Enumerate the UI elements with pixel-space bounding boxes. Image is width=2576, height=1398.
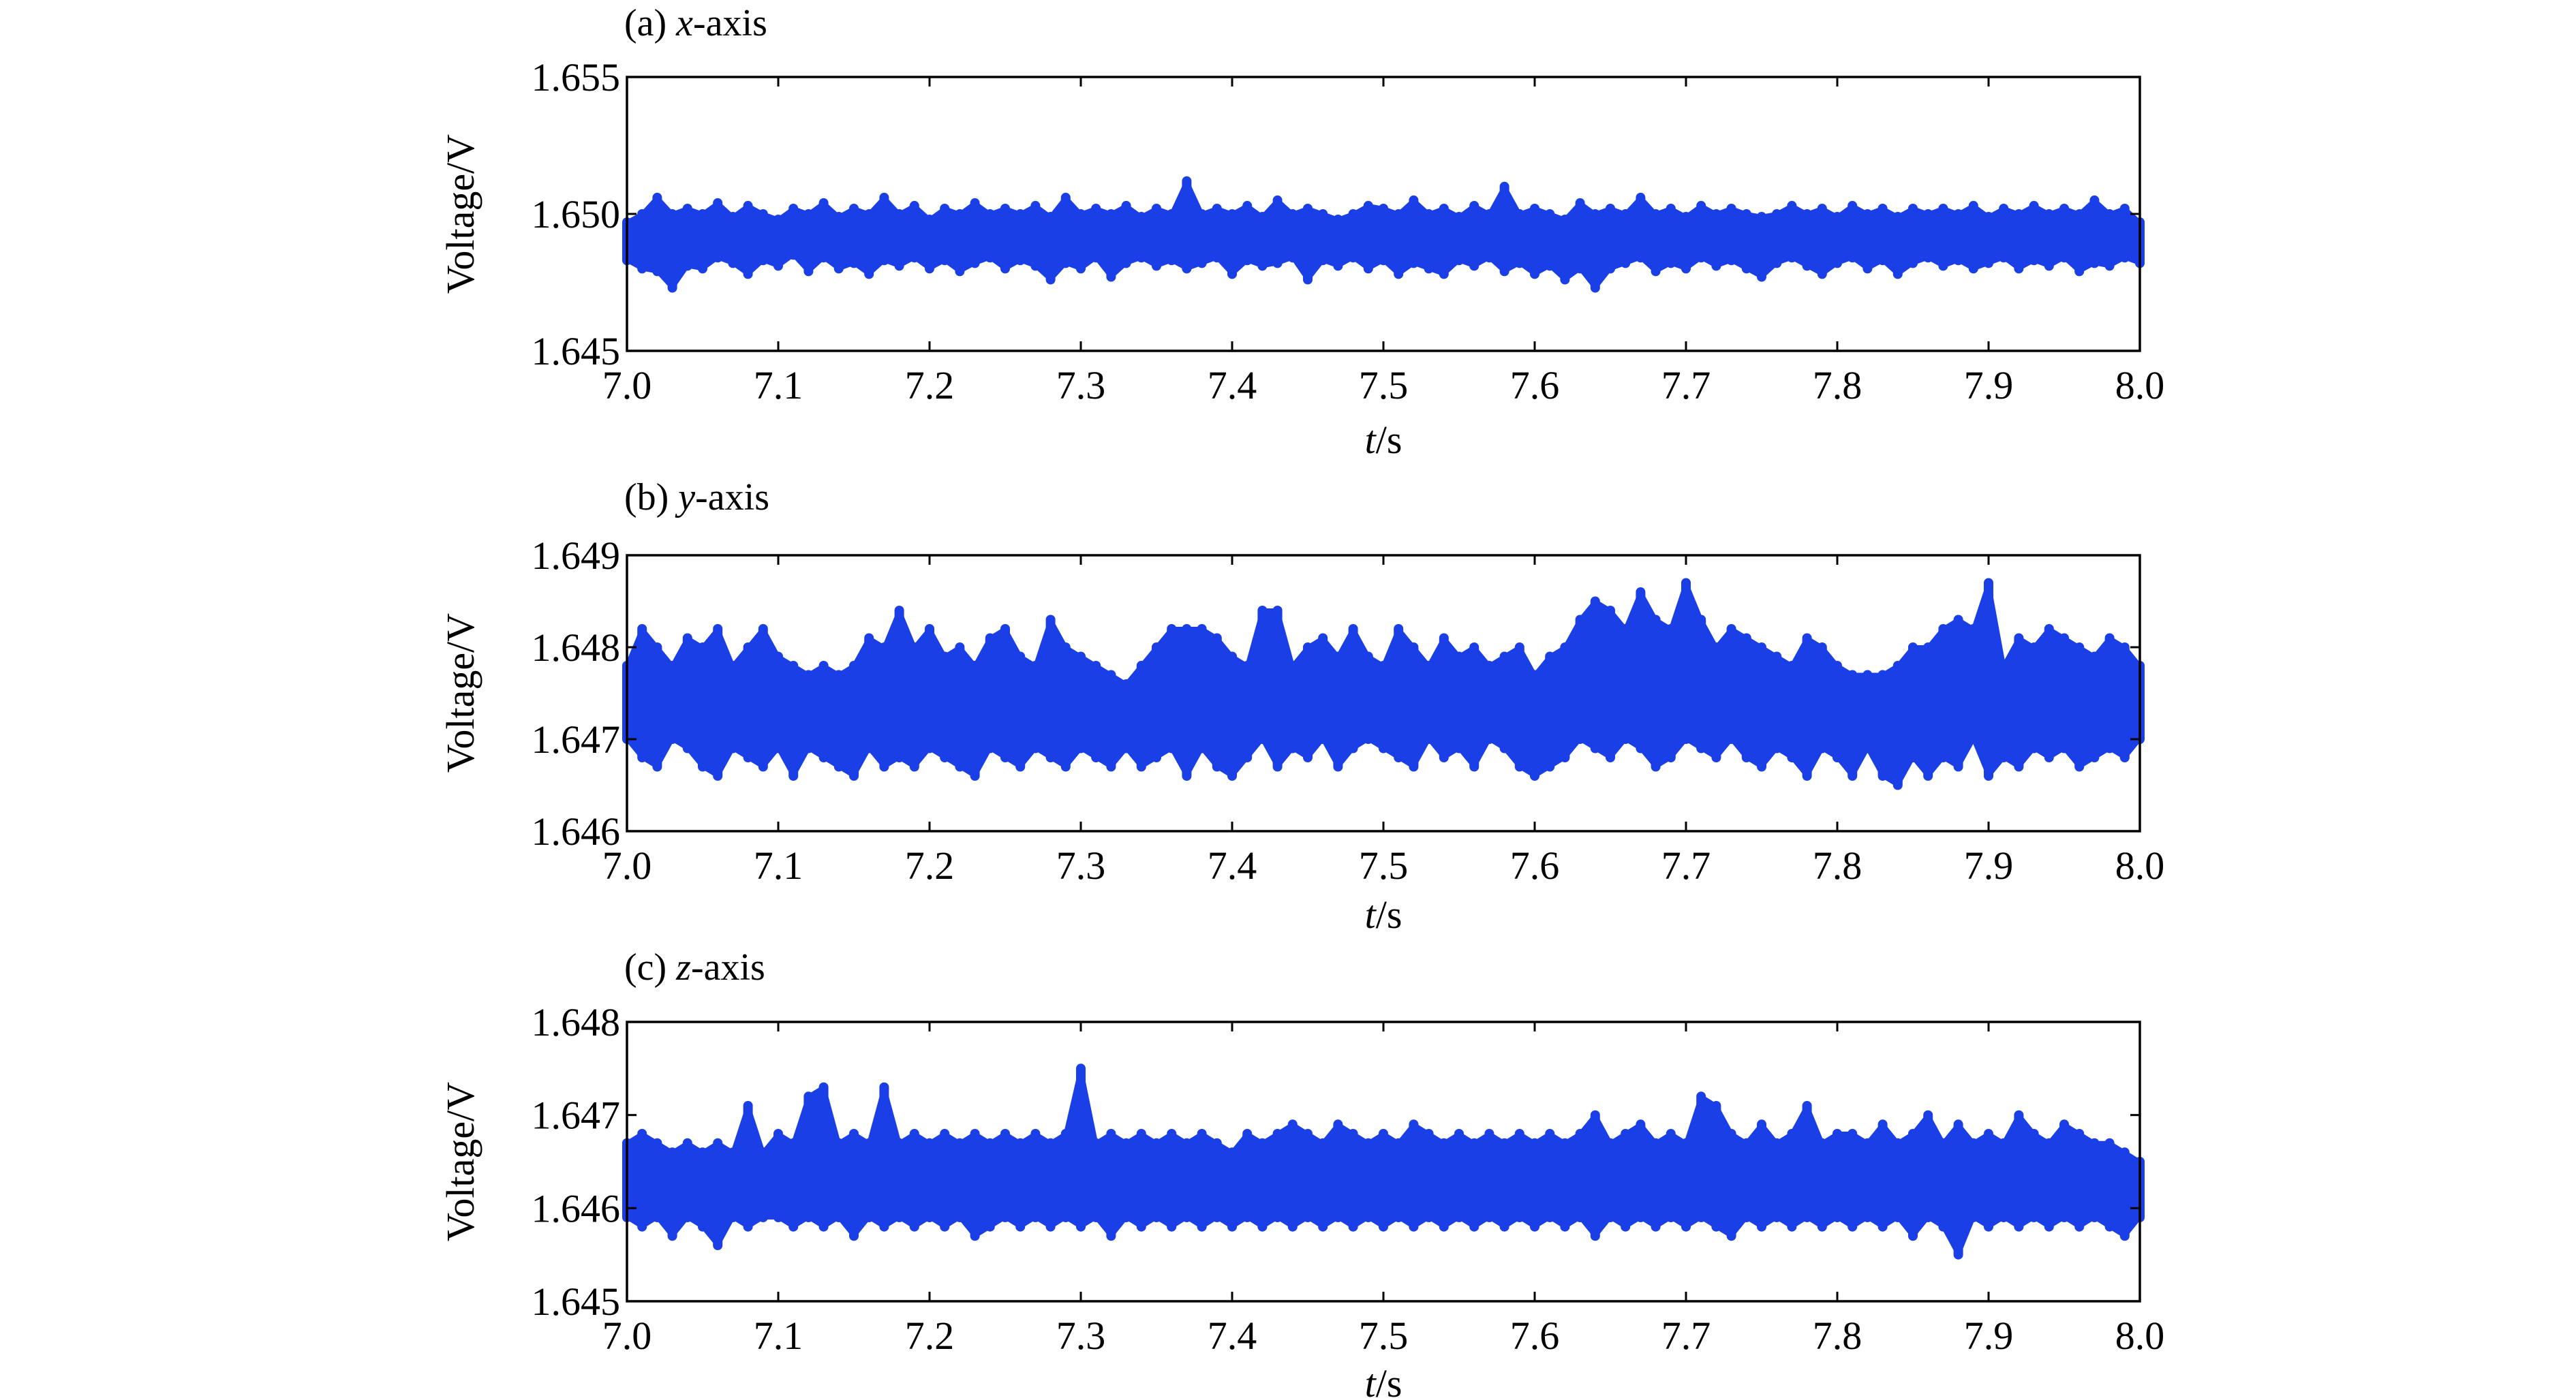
panel-b-y-tick-label-0: 1.646 — [532, 809, 621, 854]
panel-b-title-suffix: -axis — [695, 476, 769, 518]
panel-b-x-axis-label: t/s — [1365, 892, 1402, 937]
panel-a-x-tick-label-0: 7.0 — [602, 363, 652, 407]
panel-c-x-tick-label-6: 7.6 — [1510, 1314, 1560, 1358]
panel-c-title: (c) z-axis — [624, 946, 765, 989]
panel-c-x-tick-label-8: 7.8 — [1813, 1314, 1862, 1358]
panel-c-x-tick-label-9: 7.9 — [1964, 1314, 2014, 1358]
panel-c-x-axis-label: t/s — [1365, 1361, 1402, 1398]
panel-c-y-tick-label-0: 1.645 — [532, 1279, 621, 1324]
panel-c-y-tick-label-1: 1.646 — [532, 1186, 621, 1230]
panel-b-title: (b) y-axis — [624, 476, 769, 518]
panel-c: (c) z-axis 7.0 7.1 7.2 7.3 7.4 7.5 7.6 7.7 7.8 7.… — [438, 946, 2164, 1398]
panel-c-x-tick-label-3: 7.3 — [1056, 1314, 1106, 1358]
panel-b-x-tick-label-0: 7.0 — [602, 843, 652, 888]
panel-a-x-tick-label-6: 7.6 — [1510, 363, 1560, 407]
panel-a-x-tick-label-10: 8.0 — [2115, 363, 2165, 407]
panel-b-y-tick-label-3: 1.649 — [532, 533, 621, 578]
panel-a-x-tick-label-9: 7.9 — [1964, 363, 2014, 407]
panel-a-y-tick-label-1: 1.650 — [532, 192, 621, 236]
panel-a: (a) x-axis 7.0 7.1 7.2 7.3 7.4 7.5 7.6 7.7 7.8 7.… — [438, 2, 2164, 462]
panel-a-title-var: x — [675, 2, 693, 44]
panel-c-x-tick-label-0: 7.0 — [602, 1314, 652, 1358]
panel-b-xlabel-var: t — [1365, 892, 1377, 937]
panel-c-label: (c) — [624, 946, 666, 989]
panel-a-x-tick-label-5: 7.5 — [1359, 363, 1409, 407]
panel-c-title-var: z — [675, 946, 691, 989]
panel-a-y-tick-label-0: 1.645 — [532, 329, 621, 373]
panel-c-xlabel-unit: /s — [1376, 1361, 1402, 1398]
panel-b: (b) y-axis 7.0 7.1 7.2 7.3 7.4 7.5 7.6 7.7 7.8 7.… — [438, 476, 2164, 937]
panel-a-y-ticks: 1.645 1.650 1.655 — [532, 55, 2140, 373]
panel-a-xlabel-unit: /s — [1376, 418, 1402, 462]
panel-c-xlabel-var: t — [1365, 1361, 1377, 1398]
panel-b-xlabel-unit: /s — [1376, 892, 1402, 937]
panel-a-x-tick-label-8: 7.8 — [1813, 363, 1862, 407]
panel-b-y-tick-label-2: 1.648 — [532, 625, 621, 670]
panel-b-x-tick-label-4: 7.4 — [1208, 843, 1257, 888]
panel-b-y-tick-label-1: 1.647 — [532, 717, 621, 762]
panel-b-y-ticks: 1.646 1.647 1.648 1.649 — [532, 533, 2140, 854]
panel-a-title: (a) x-axis — [624, 2, 767, 44]
panel-b-series — [622, 578, 2145, 790]
panel-c-series — [622, 1063, 2145, 1260]
panel-b-x-tick-label-6: 7.6 — [1510, 843, 1560, 888]
panel-b-x-tick-label-9: 7.9 — [1964, 843, 2014, 888]
panel-c-x-tick-label-5: 7.5 — [1359, 1314, 1409, 1358]
panel-b-label: (b) — [624, 476, 669, 518]
panel-b-x-tick-label-10: 8.0 — [2115, 843, 2165, 888]
panel-c-y-tick-label-2: 1.647 — [532, 1093, 621, 1138]
panel-c-x-ticks: 7.0 7.1 7.2 7.3 7.4 7.5 7.6 7.7 7.8 7.9 8.0 — [602, 1022, 2165, 1358]
panel-a-xlabel-var: t — [1365, 418, 1377, 462]
panel-b-x-tick-label-8: 7.8 — [1813, 843, 1862, 888]
panel-b-x-tick-label-2: 7.2 — [905, 843, 955, 888]
panel-a-x-tick-label-7: 7.7 — [1661, 363, 1711, 407]
panel-a-y-tick-label-2: 1.655 — [532, 55, 621, 99]
panel-a-series — [622, 176, 2145, 293]
panel-a-x-axis-label: t/s — [1365, 418, 1402, 462]
panel-a-y-axis-label: Voltage/V — [438, 134, 482, 294]
panel-a-x-tick-label-2: 7.2 — [905, 363, 955, 407]
panel-b-x-tick-label-7: 7.7 — [1661, 843, 1711, 888]
panel-c-y-tick-label-3: 1.648 — [532, 1000, 621, 1044]
panel-b-x-tick-label-1: 7.1 — [754, 843, 803, 888]
panel-b-x-tick-label-3: 7.3 — [1056, 843, 1106, 888]
panel-a-label: (a) — [624, 2, 666, 44]
panel-a-x-ticks: 7.0 7.1 7.2 7.3 7.4 7.5 7.6 7.7 7.8 7.9 8.0 — [602, 77, 2165, 407]
panel-c-x-tick-label-7: 7.7 — [1661, 1314, 1711, 1358]
panel-c-y-axis-label: Voltage/V — [438, 1082, 482, 1241]
panel-a-x-tick-label-4: 7.4 — [1208, 363, 1257, 407]
panel-a-title-suffix: -axis — [693, 2, 767, 44]
panel-c-x-tick-label-10: 8.0 — [2115, 1314, 2165, 1358]
panel-c-title-suffix: -axis — [691, 946, 765, 989]
panel-b-title-var: y — [675, 476, 695, 518]
panel-b-x-tick-label-5: 7.5 — [1359, 843, 1409, 888]
panel-c-x-tick-label-2: 7.2 — [905, 1314, 955, 1358]
panel-c-x-tick-label-4: 7.4 — [1208, 1314, 1257, 1358]
panel-a-x-tick-label-1: 7.1 — [754, 363, 803, 407]
panel-c-x-tick-label-1: 7.1 — [754, 1314, 803, 1358]
panel-b-x-ticks: 7.0 7.1 7.2 7.3 7.4 7.5 7.6 7.7 7.8 7.9 8.0 — [602, 555, 2165, 888]
panel-b-y-axis-label: Voltage/V — [438, 613, 482, 773]
panel-a-x-tick-label-3: 7.3 — [1056, 363, 1106, 407]
panel-c-y-ticks: 1.645 1.646 1.647 1.648 — [532, 1000, 2140, 1324]
